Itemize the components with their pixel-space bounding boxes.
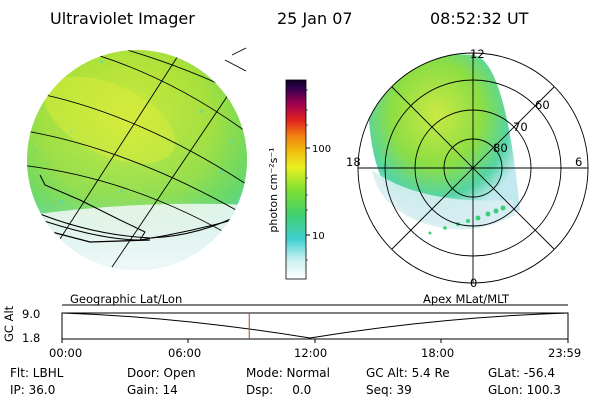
timeline-ytick-top: 9.0 (22, 307, 41, 321)
colorbar-label-10: 10 (312, 231, 325, 242)
timeline-right-title: Apex MLat/MLT (423, 292, 510, 306)
timeline-xtick-1200: 12:00 (294, 346, 328, 360)
lat-label-80: 80 (493, 141, 508, 155)
status-mode: Mode: Normal (246, 366, 330, 380)
imager-disk (27, 47, 247, 270)
status-ip: IP: 36.0 (10, 383, 56, 397)
status-seq: Seq: 39 (366, 383, 412, 397)
mlt-label-6: 6 (575, 155, 582, 169)
mlt-label-18: 18 (346, 155, 361, 169)
altitude-timeline (61, 304, 569, 343)
colorbar-label-100: 100 (312, 144, 331, 155)
colorbar-gradient (285, 79, 307, 280)
timeline-axis-label: GC Alt (2, 305, 16, 342)
timeline-xtick-0600: 06:00 (168, 346, 202, 360)
status-dsp: Dsp: 0.0 (246, 383, 312, 397)
status-gc-alt: GC Alt: 5.4 Re (366, 366, 450, 380)
status-filter: Flt: LBHL (10, 366, 64, 380)
mlt-label-0: 0 (470, 276, 477, 290)
mlt-label-12: 12 (470, 47, 485, 61)
lat-label-70: 70 (513, 120, 528, 134)
lat-label-60: 60 (535, 98, 550, 112)
timeline-ytick-bottom: 1.8 (22, 331, 41, 345)
instrument-title: Ultraviolet Imager (50, 9, 195, 28)
timeline-xtick-1800: 18:00 (421, 346, 455, 360)
status-gain: Gain: 14 (127, 383, 178, 397)
timeline-xtick-0000: 00:00 (49, 346, 83, 360)
timeline-xtick-2359: 23:59 (548, 346, 582, 360)
timeline-left-title: Geographic Lat/Lon (70, 292, 183, 306)
status-glon: GLon: 100.3 (488, 383, 561, 397)
status-glat: GLat: -56.4 (488, 366, 555, 380)
colorbar: 100 10 photon cm⁻²s⁻¹ (267, 79, 331, 280)
altitude-curve (61, 312, 569, 339)
time-label: 08:52:32 UT (430, 9, 529, 28)
status-door: Door: Open (127, 366, 196, 380)
date-label: 25 Jan 07 (277, 9, 353, 28)
polar-plot: 12 18 6 0 60 70 80 (346, 47, 589, 290)
colorbar-unit: photon cm⁻²s⁻¹ (267, 147, 280, 232)
